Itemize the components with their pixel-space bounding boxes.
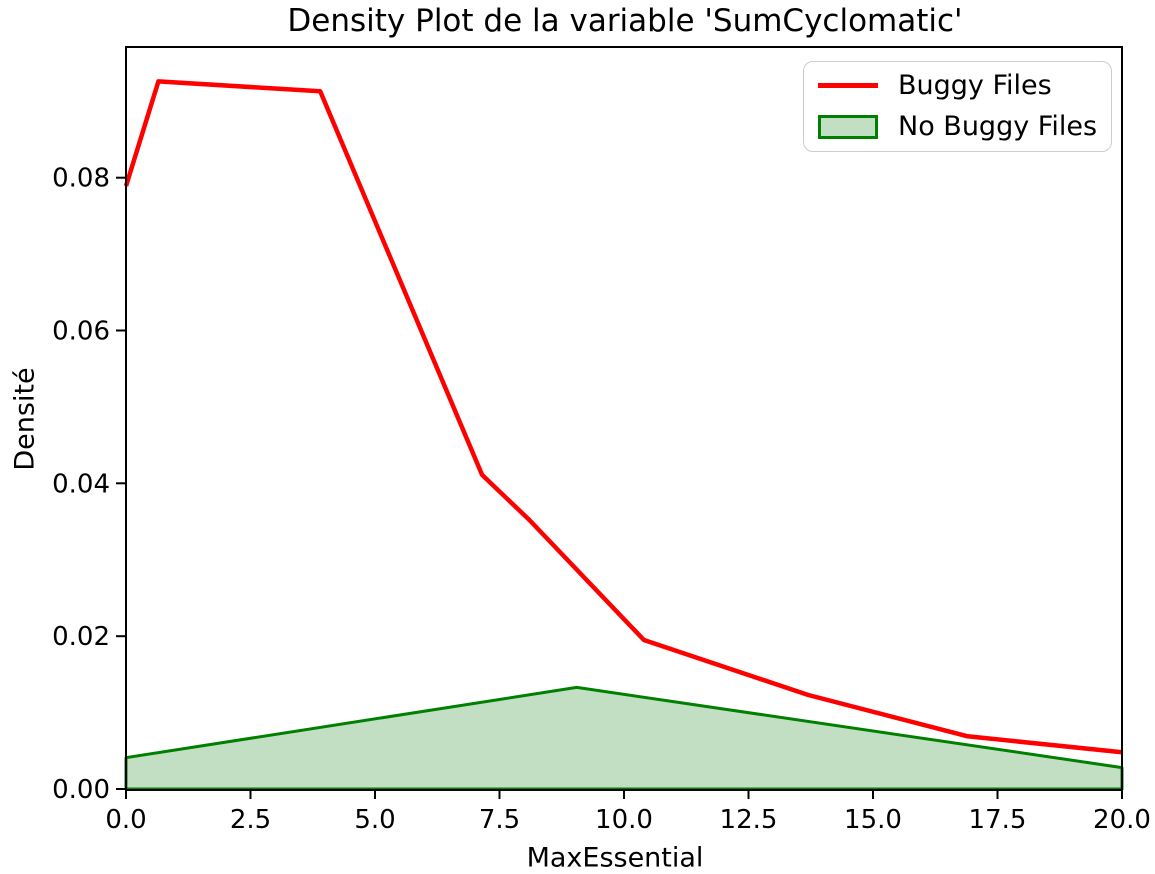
x-tick-label: 20.0 — [1093, 805, 1151, 835]
y-tick-label: 0.00 — [52, 775, 110, 805]
x-tick-label: 5.0 — [354, 805, 395, 835]
y-tick-label: 0.04 — [52, 469, 110, 499]
legend-patch-swatch — [818, 115, 878, 140]
x-tick-label: 2.5 — [230, 805, 271, 835]
legend-swatch-wrap — [816, 115, 880, 140]
legend-line-swatch — [818, 83, 878, 89]
axes-frame — [125, 46, 1123, 791]
legend-entry-no-buggy-files: No Buggy Files — [816, 111, 1101, 143]
x-tick-label: 7.5 — [479, 805, 520, 835]
chart-title: Density Plot de la variable 'SumCyclomat… — [287, 3, 963, 39]
density-line-buggy-files — [123, 79, 1123, 755]
legend-entry-buggy-files: Buggy Files — [816, 70, 1101, 102]
x-axis-label: MaxEssential — [526, 842, 704, 874]
x-tick-label: 12.5 — [720, 805, 778, 835]
x-tick-label: 0.0 — [105, 805, 146, 835]
legend-swatch-wrap — [816, 83, 880, 89]
y-tick-label: 0.06 — [52, 317, 110, 347]
y-axis-label: Densité — [9, 367, 41, 471]
x-tick-label: 17.5 — [969, 805, 1027, 835]
y-tick-label: 0.02 — [52, 622, 110, 652]
legend-label: Buggy Files — [898, 69, 1052, 101]
legend-label: No Buggy Files — [898, 111, 1098, 142]
y-tick-label: 0.08 — [52, 164, 110, 194]
x-tick-label: 15.0 — [844, 805, 902, 835]
legend: Buggy Files No Buggy Files — [803, 61, 1112, 152]
x-tick-label: 10.0 — [595, 805, 653, 835]
